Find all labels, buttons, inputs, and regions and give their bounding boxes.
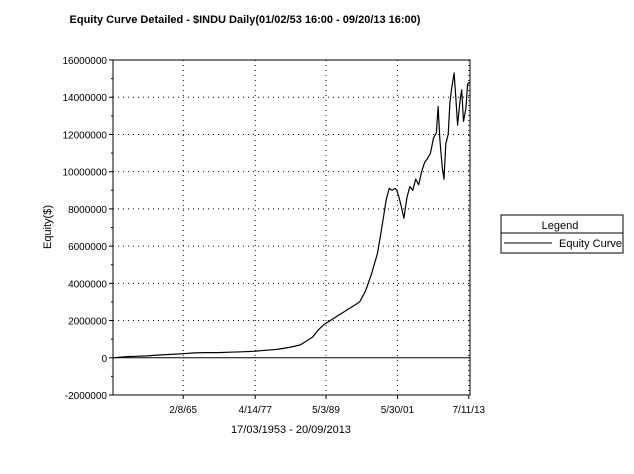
- legend-entry-equity-curve: Equity Curve: [559, 238, 622, 250]
- y-tick-label: 16000000: [63, 56, 108, 67]
- x-tick-label: 5/30/01: [381, 405, 415, 416]
- y-tick-label: 2000000: [68, 317, 107, 328]
- grid: [113, 60, 470, 395]
- x-tick-label: 7/11/13: [453, 405, 486, 416]
- y-axis-ticks: 16000000 14000000 12000000 10000000 8000000 6…: [63, 56, 113, 402]
- y-tick-label: 0: [101, 354, 107, 365]
- y-tick-label: 4000000: [68, 279, 107, 290]
- legend: Legend Equity Curve: [500, 214, 624, 254]
- y-tick-label: 14000000: [63, 93, 108, 104]
- y-tick-label: 6000000: [68, 242, 107, 253]
- x-tick-label: 4/14/77: [239, 405, 273, 416]
- series-line-equity-curve: [112, 72, 470, 359]
- y-tick-label: -2000000: [65, 391, 108, 402]
- y-axis-label: Equity($): [42, 205, 54, 249]
- y-tick-label: 12000000: [63, 130, 108, 141]
- series: [112, 72, 470, 359]
- x-tick-label: 2/8/65: [169, 405, 197, 416]
- x-axis-label: 17/03/1953 - 20/09/2013: [231, 424, 351, 436]
- x-tick-label: 5/3/89: [312, 405, 340, 416]
- chart-title: Equity Curve Detailed - $INDU Daily(01/0…: [70, 14, 421, 26]
- plot-area: [112, 59, 471, 396]
- y-tick-label: 8000000: [68, 205, 107, 216]
- legend-box: [500, 214, 624, 254]
- x-axis-ticks: 2/8/65 4/14/77 5/3/89 5/30/01 7/11/13: [169, 395, 486, 416]
- y-tick-label: 10000000: [63, 168, 108, 179]
- legend-title: Legend: [542, 220, 579, 232]
